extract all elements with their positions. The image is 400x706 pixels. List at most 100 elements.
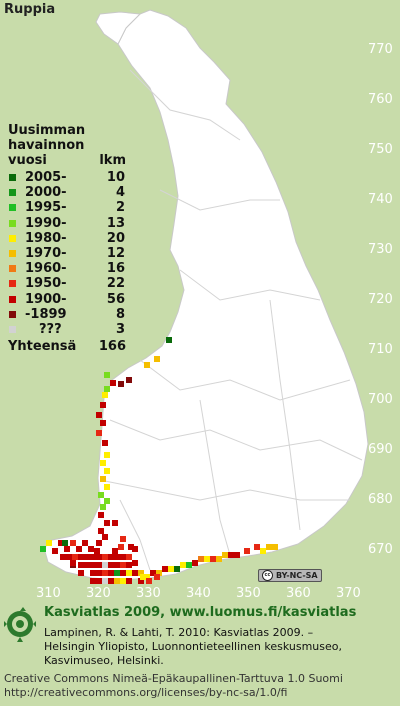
cc-license-badge[interactable]: cc BY-NC-SA <box>258 569 322 582</box>
grid-label-east: 320 <box>86 586 111 601</box>
occurrence-dot <box>118 544 124 550</box>
occurrence-dot <box>138 578 144 584</box>
occurrence-dot <box>118 381 124 387</box>
occurrence-dot <box>60 554 66 560</box>
legend-swatch <box>9 219 16 227</box>
occurrence-dot <box>150 570 156 576</box>
occurrence-dot <box>88 546 94 552</box>
legend-row: 1995- 2 <box>8 200 138 215</box>
occurrence-dot <box>120 562 126 568</box>
cc-badge-text: BY-NC-SA <box>276 571 318 580</box>
occurrence-dot <box>66 554 72 560</box>
occurrence-dot <box>90 570 96 576</box>
occurrence-dot <box>78 570 84 576</box>
occurrence-dot <box>254 544 260 550</box>
occurrence-dot <box>102 570 108 576</box>
legend-label: 1900- <box>25 291 67 307</box>
occurrence-dot <box>126 578 132 584</box>
occurrence-dot <box>96 554 102 560</box>
legend-swatch <box>9 204 16 212</box>
legend-swatch <box>9 310 16 318</box>
occurrence-dot <box>114 578 120 584</box>
occurrence-dot <box>84 562 90 568</box>
occurrence-dot <box>192 560 198 566</box>
occurrence-dot <box>132 546 138 552</box>
occurrence-dot <box>72 554 78 560</box>
grid-label-east: 310 <box>36 586 61 601</box>
legend-count: 56 <box>106 291 125 307</box>
legend-row: 1950- 22 <box>8 276 138 291</box>
legend-label: ??? <box>39 321 62 337</box>
occurrence-dot <box>102 578 108 584</box>
grid-label-north: 720 <box>368 292 393 307</box>
occurrence-dot <box>90 578 96 584</box>
legend-count: 12 <box>106 246 125 262</box>
occurrence-dot <box>210 556 216 562</box>
grid-label-north: 770 <box>368 42 393 57</box>
legend-swatch <box>9 280 16 288</box>
legend-swatch <box>9 325 16 333</box>
occurrence-dot <box>108 578 114 584</box>
legend-row: 1900- 56 <box>8 292 138 307</box>
occurrence-dot <box>138 570 144 576</box>
occurrence-dots <box>40 337 278 584</box>
occurrence-dot <box>128 544 134 550</box>
license-url-link[interactable]: http://creativecommons.org/licenses/by-n… <box>4 686 288 699</box>
legend-heading-count: lkm <box>99 153 126 168</box>
legend-count: 20 <box>106 230 125 246</box>
occurrence-dot <box>244 548 250 554</box>
occurrence-dot <box>126 554 132 560</box>
occurrence-dot <box>112 520 118 526</box>
legend-label: 1990- <box>25 215 67 231</box>
occurrence-dot <box>146 578 152 584</box>
occurrence-dot <box>108 554 114 560</box>
occurrence-dot <box>166 337 172 343</box>
occurrence-dot <box>102 534 108 540</box>
occurrence-dot <box>76 546 82 552</box>
legend-row: 1990- 13 <box>8 216 138 231</box>
occurrence-dot <box>100 420 106 426</box>
grid-label-east: 360 <box>286 586 311 601</box>
legend-total-label: Yhteensä <box>8 339 77 355</box>
occurrence-dot <box>96 562 102 568</box>
legend-label: 1960- <box>25 261 67 277</box>
occurrence-dot <box>96 540 102 546</box>
footer: Kasviatlas 2009, www.luomus.fi/kasviatla… <box>0 604 400 702</box>
legend-total-count: 166 <box>98 339 126 355</box>
occurrence-dot <box>104 372 110 378</box>
lapland-arm <box>95 11 142 45</box>
legend-row: 1960- 16 <box>8 261 138 276</box>
occurrence-dot <box>104 484 110 490</box>
legend-row: -1899 8 <box>8 307 138 322</box>
occurrence-dot <box>216 556 222 562</box>
occurrence-dot <box>174 566 180 572</box>
legend-count: 4 <box>115 185 125 201</box>
occurrence-dot <box>78 554 84 560</box>
occurrence-dot <box>132 570 138 576</box>
occurrence-dot <box>168 566 174 572</box>
occurrence-dot <box>234 552 240 558</box>
occurrence-dot <box>140 574 146 580</box>
occurrence-dot <box>96 430 102 436</box>
occurrence-dot <box>98 528 104 534</box>
legend-row: 1980- 20 <box>8 231 138 246</box>
occurrence-dot <box>98 512 104 518</box>
occurrence-dot <box>114 562 120 568</box>
legend: Uusimman havainnon vuosi lkm 2005- 10 20… <box>8 123 138 354</box>
atlas-title-link[interactable]: Kasviatlas 2009, www.luomus.fi/kasviatla… <box>44 605 357 620</box>
legend-heading-row: vuosi lkm <box>8 153 126 168</box>
legend-label: -1899 <box>25 306 67 322</box>
occurrence-dot <box>96 570 102 576</box>
grid-label-north: 670 <box>368 542 393 557</box>
occurrence-dot <box>40 546 46 552</box>
occurrence-dot <box>144 362 150 368</box>
legend-heading-line1: Uusimman <box>8 123 86 138</box>
cc-icon: cc <box>262 570 273 581</box>
occurrence-dot <box>154 356 160 362</box>
occurrence-dot <box>104 452 110 458</box>
occurrence-dot <box>126 570 132 576</box>
occurrence-dot <box>198 556 204 562</box>
legend-swatch <box>9 174 16 182</box>
